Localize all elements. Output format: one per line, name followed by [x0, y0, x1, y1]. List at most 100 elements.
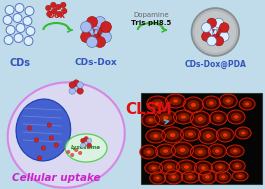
Text: CDs-Dox@PDA: CDs-Dox@PDA: [184, 60, 246, 69]
Circle shape: [195, 11, 236, 53]
Ellipse shape: [218, 166, 223, 169]
Circle shape: [214, 18, 224, 28]
Circle shape: [207, 36, 217, 46]
Ellipse shape: [159, 113, 172, 123]
Ellipse shape: [209, 101, 214, 105]
Circle shape: [81, 22, 92, 33]
Circle shape: [73, 80, 79, 86]
Circle shape: [41, 146, 46, 150]
Circle shape: [205, 31, 215, 40]
Circle shape: [46, 5, 51, 11]
Circle shape: [3, 15, 12, 25]
Ellipse shape: [234, 115, 238, 119]
Ellipse shape: [147, 96, 169, 112]
FancyBboxPatch shape: [141, 93, 262, 184]
Circle shape: [96, 30, 108, 42]
Ellipse shape: [166, 94, 186, 108]
Text: CLSM: CLSM: [125, 102, 172, 118]
Circle shape: [87, 16, 98, 28]
Circle shape: [77, 88, 83, 94]
Ellipse shape: [216, 128, 234, 142]
Circle shape: [205, 24, 215, 33]
Ellipse shape: [180, 163, 192, 171]
Circle shape: [23, 16, 32, 26]
Circle shape: [74, 148, 78, 152]
Circle shape: [13, 13, 22, 22]
Circle shape: [73, 85, 79, 91]
Ellipse shape: [142, 113, 160, 127]
Ellipse shape: [198, 128, 218, 144]
Ellipse shape: [148, 164, 159, 172]
Circle shape: [81, 143, 85, 148]
Circle shape: [85, 30, 96, 42]
Circle shape: [214, 36, 224, 46]
Ellipse shape: [156, 177, 160, 180]
Circle shape: [219, 23, 229, 32]
Circle shape: [96, 22, 108, 33]
Ellipse shape: [206, 134, 211, 138]
Ellipse shape: [211, 161, 229, 173]
Ellipse shape: [230, 147, 241, 155]
Ellipse shape: [171, 175, 176, 179]
Ellipse shape: [181, 115, 186, 119]
Circle shape: [69, 88, 75, 94]
Ellipse shape: [227, 110, 245, 124]
Ellipse shape: [216, 116, 220, 120]
Ellipse shape: [148, 118, 153, 122]
Circle shape: [61, 8, 67, 14]
Ellipse shape: [168, 173, 179, 181]
Ellipse shape: [176, 145, 189, 155]
Ellipse shape: [191, 111, 210, 127]
Ellipse shape: [201, 166, 206, 170]
Circle shape: [99, 26, 109, 37]
Ellipse shape: [205, 175, 210, 179]
Ellipse shape: [160, 160, 179, 174]
Circle shape: [216, 31, 226, 40]
Circle shape: [210, 27, 220, 37]
Ellipse shape: [223, 97, 233, 105]
Ellipse shape: [147, 150, 151, 154]
Ellipse shape: [232, 171, 248, 181]
Circle shape: [87, 36, 98, 47]
Circle shape: [87, 143, 92, 148]
Ellipse shape: [202, 96, 220, 110]
Ellipse shape: [184, 130, 196, 138]
Ellipse shape: [163, 116, 168, 120]
Ellipse shape: [188, 132, 193, 136]
Ellipse shape: [170, 97, 182, 105]
Circle shape: [15, 4, 24, 12]
Ellipse shape: [145, 116, 156, 124]
Ellipse shape: [185, 173, 196, 181]
Ellipse shape: [187, 100, 199, 110]
Circle shape: [54, 143, 59, 147]
Ellipse shape: [167, 165, 172, 169]
Ellipse shape: [198, 164, 209, 172]
Circle shape: [100, 32, 112, 43]
Circle shape: [191, 8, 239, 56]
Ellipse shape: [173, 99, 178, 103]
FancyArrowPatch shape: [162, 28, 166, 32]
Circle shape: [47, 11, 52, 17]
Ellipse shape: [140, 145, 158, 159]
FancyArrowPatch shape: [68, 28, 72, 32]
Text: CDs-Dox: CDs-Dox: [75, 58, 117, 67]
Ellipse shape: [150, 132, 162, 140]
Ellipse shape: [180, 148, 185, 152]
Ellipse shape: [143, 148, 154, 156]
Text: Cellular uptake: Cellular uptake: [12, 173, 100, 183]
Circle shape: [83, 26, 94, 37]
Circle shape: [207, 18, 217, 28]
Ellipse shape: [183, 97, 203, 113]
Circle shape: [219, 32, 229, 41]
Ellipse shape: [235, 173, 245, 179]
Ellipse shape: [151, 99, 164, 109]
Circle shape: [37, 156, 42, 160]
Circle shape: [218, 27, 227, 37]
Circle shape: [16, 23, 25, 33]
Ellipse shape: [223, 133, 227, 137]
Circle shape: [47, 123, 51, 127]
Ellipse shape: [153, 134, 158, 138]
Ellipse shape: [162, 127, 183, 143]
Circle shape: [216, 24, 226, 33]
Ellipse shape: [8, 82, 125, 188]
